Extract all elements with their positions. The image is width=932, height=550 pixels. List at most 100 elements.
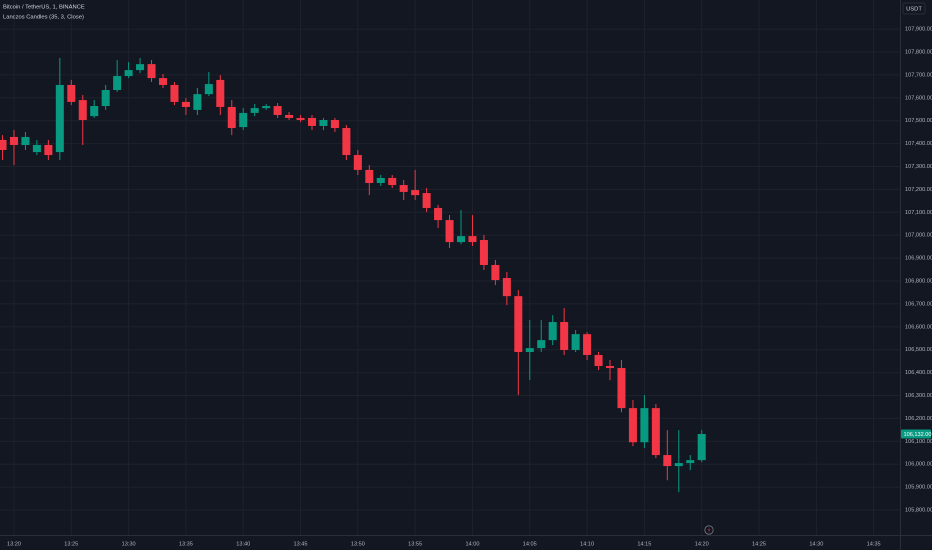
candle-body (0, 139, 7, 151)
candle-body (583, 334, 592, 355)
live-icon-circle[interactable] (704, 525, 714, 535)
x-tick-label: 14:15 (637, 541, 651, 547)
candle-body (353, 155, 362, 170)
y-tick-label: 106,600.00 (905, 324, 932, 330)
x-tick-label: 14:05 (523, 541, 537, 547)
axes: 105,800.00 105,900.00 106,000.00 106,100.00… (7, 27, 932, 548)
candle-body (525, 348, 534, 353)
candle-body (170, 84, 179, 102)
x-tick-label: 13:25 (64, 541, 78, 547)
candle-body (101, 90, 110, 107)
candle-body (158, 78, 168, 85)
candle-body (456, 236, 466, 243)
candle-body (651, 408, 660, 456)
candle-body (560, 322, 569, 350)
candle-body (285, 114, 294, 118)
y-tick-label: 106,000.00 (905, 462, 932, 468)
candle-body (594, 354, 603, 366)
candle-body (697, 434, 706, 461)
y-tick-label: 107,800.00 (905, 49, 932, 55)
x-tick-label: 14:35 (867, 541, 881, 547)
currency-label[interactable]: USDT (906, 6, 922, 12)
candle-body (628, 408, 637, 443)
x-tick-label: 14:00 (465, 541, 479, 547)
y-tick-label: 105,800.00 (905, 508, 932, 514)
candle-body (491, 264, 500, 281)
candle-body (78, 100, 87, 121)
y-tick-label: 107,000.00 (905, 233, 932, 239)
x-tick-label: 13:20 (7, 541, 21, 547)
candle-body (342, 128, 351, 156)
candle-body (514, 296, 523, 353)
y-tick-label: 107,500.00 (905, 118, 932, 124)
y-tick-label: 106,700.00 (905, 301, 932, 307)
candle-body (296, 117, 305, 121)
y-tick-label: 106,500.00 (905, 347, 932, 353)
candle-body (147, 64, 156, 79)
x-tick-label: 13:30 (122, 541, 136, 547)
y-tick-label: 106,900.00 (905, 256, 932, 262)
candle-body (663, 455, 672, 467)
candle-body (113, 76, 122, 91)
x-tick-label: 13:50 (351, 541, 365, 547)
candle-body (262, 106, 271, 109)
candle-body (537, 340, 546, 349)
candle-body (686, 460, 695, 464)
candle-body (330, 120, 339, 129)
candle-body (307, 117, 317, 126)
candle-body (445, 220, 454, 243)
x-tick-label: 13:55 (408, 541, 422, 547)
candle-body (216, 79, 225, 107)
y-tick-label: 107,100.00 (905, 210, 932, 216)
candle-body (239, 112, 248, 128)
y-tick-label: 107,400.00 (905, 141, 932, 147)
y-tick-label: 106,200.00 (905, 416, 932, 422)
candle-body (90, 106, 99, 117)
candle-body (434, 207, 443, 221)
last-price-label: 106,132.00 (904, 432, 932, 438)
candle-body (571, 334, 580, 350)
currency-button[interactable] (902, 2, 926, 15)
x-tick-label: 14:30 (809, 541, 823, 547)
y-tick-label: 107,200.00 (905, 187, 932, 193)
live-icon[interactable] (704, 525, 714, 535)
last-price-tag (901, 429, 931, 439)
chart-title: Bitcoin / TetherUS, 1, BINANCE (3, 5, 85, 11)
candle-body (250, 108, 259, 113)
x-tick-label: 14:10 (580, 541, 594, 547)
y-tick-label: 106,100.00 (905, 439, 932, 445)
candle-body (67, 84, 76, 102)
candle-body (468, 236, 477, 243)
candle-body (32, 144, 41, 153)
candle-body (502, 278, 511, 297)
y-tick-label: 106,400.00 (905, 370, 932, 376)
live-icon-bolt[interactable] (707, 527, 711, 533)
candle-body (365, 169, 374, 183)
candle-body (617, 368, 626, 409)
candle-body (388, 177, 397, 186)
y-tick-label: 106,800.00 (905, 278, 932, 284)
y-tick-label: 107,900.00 (905, 27, 932, 33)
candle-body (136, 64, 145, 71)
candle-body (181, 101, 190, 107)
candle-body (605, 365, 615, 369)
candle-body (21, 136, 30, 145)
candles (0, 57, 706, 493)
x-tick-label: 13:45 (294, 541, 308, 547)
candle-body (422, 193, 431, 208)
candle-body (227, 106, 236, 129)
candle-body (674, 463, 683, 467)
candle-body (319, 120, 328, 126)
y-tick-label: 107,700.00 (905, 72, 932, 78)
candle-body (640, 408, 649, 443)
candle-body (44, 144, 53, 156)
candle-body (376, 177, 385, 183)
candle-body (399, 185, 408, 192)
x-tick-label: 13:35 (179, 541, 193, 547)
indicator-label: Lanczos Candles (35, 3, Close) (3, 15, 84, 21)
candle-body (548, 322, 557, 341)
y-tick-label: 106,300.00 (905, 393, 932, 399)
candle-body (479, 240, 488, 265)
